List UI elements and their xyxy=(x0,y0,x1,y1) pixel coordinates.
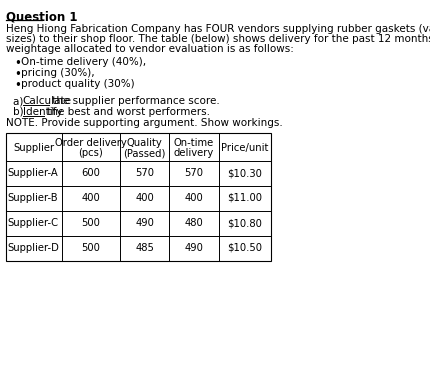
Text: (pcs): (pcs) xyxy=(78,148,103,158)
Text: Supplier-D: Supplier-D xyxy=(8,243,59,253)
Text: Supplier: Supplier xyxy=(13,143,54,153)
Text: 500: 500 xyxy=(81,218,100,228)
Text: the best and worst performers.: the best and worst performers. xyxy=(43,107,209,117)
Text: 570: 570 xyxy=(184,168,203,178)
Text: 480: 480 xyxy=(184,218,203,228)
Text: pricing (30%),: pricing (30%), xyxy=(21,68,95,78)
Text: delivery: delivery xyxy=(173,148,213,158)
Text: 500: 500 xyxy=(81,243,100,253)
Text: Order delivery: Order delivery xyxy=(55,138,126,148)
Text: the supplier performance score.: the supplier performance score. xyxy=(49,96,220,106)
Text: Calculate: Calculate xyxy=(22,96,71,106)
Text: 400: 400 xyxy=(184,193,203,203)
Text: weightage allocated to vendor evaluation is as follows:: weightage allocated to vendor evaluation… xyxy=(6,44,293,54)
Text: Identify: Identify xyxy=(22,107,62,117)
Text: Supplier-B: Supplier-B xyxy=(8,193,58,203)
Text: b): b) xyxy=(12,107,30,117)
Text: Quality: Quality xyxy=(126,138,162,148)
Text: $11.00: $11.00 xyxy=(227,193,262,203)
Text: a): a) xyxy=(12,96,30,106)
Text: 400: 400 xyxy=(81,193,100,203)
Text: 600: 600 xyxy=(81,168,100,178)
Text: •: • xyxy=(14,79,21,92)
Text: Heng Hiong Fabrication Company has FOUR vendors supplying rubber gaskets (variou: Heng Hiong Fabrication Company has FOUR … xyxy=(6,24,430,34)
Text: product quality (30%): product quality (30%) xyxy=(21,79,135,89)
Text: Question 1: Question 1 xyxy=(6,10,77,23)
Text: 400: 400 xyxy=(135,193,154,203)
Text: •: • xyxy=(14,68,21,81)
Text: 485: 485 xyxy=(135,243,154,253)
Text: NOTE. Provide supporting argument. Show workings.: NOTE. Provide supporting argument. Show … xyxy=(6,118,282,128)
Text: 490: 490 xyxy=(184,243,203,253)
Text: (Passed): (Passed) xyxy=(123,148,165,158)
Text: Supplier-C: Supplier-C xyxy=(8,218,58,228)
Text: On-time delivery (40%),: On-time delivery (40%), xyxy=(21,57,146,67)
Text: •: • xyxy=(14,57,21,70)
Text: Price/unit: Price/unit xyxy=(221,143,268,153)
Text: On-time: On-time xyxy=(173,138,213,148)
Text: sizes) to their shop floor. The table (below) shows delivery for the past 12 mon: sizes) to their shop floor. The table (b… xyxy=(6,34,430,44)
Text: 490: 490 xyxy=(135,218,154,228)
Text: $10.50: $10.50 xyxy=(227,243,262,253)
Text: 570: 570 xyxy=(135,168,154,178)
Text: $10.30: $10.30 xyxy=(227,168,262,178)
Text: Supplier-A: Supplier-A xyxy=(8,168,58,178)
Text: $10.80: $10.80 xyxy=(227,218,262,228)
Bar xyxy=(6,133,271,261)
